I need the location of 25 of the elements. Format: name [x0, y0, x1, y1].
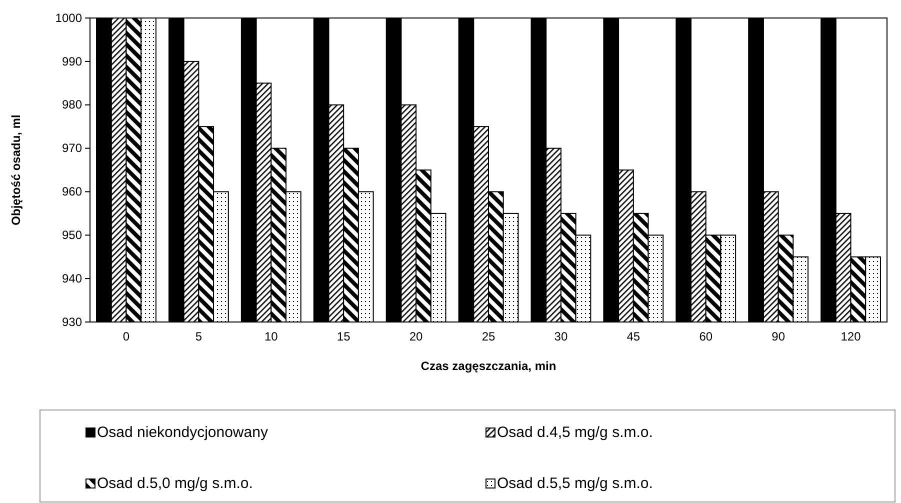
x-tick-label: 25	[482, 330, 496, 344]
y-tick-label: 950	[62, 228, 82, 242]
x-tick-label: 5	[195, 330, 202, 344]
x-tick-label: 10	[264, 330, 278, 344]
legend-label: Osad d.5,5 mg/g s.m.o.	[497, 475, 653, 492]
y-tick-label: 940	[62, 271, 82, 286]
y-tick-label: 1000	[55, 10, 82, 25]
y-tick-label: 980	[62, 98, 82, 112]
x-tick-label: 30	[554, 330, 568, 344]
y-tick-label: 960	[62, 184, 82, 199]
legend-label: Osad d.4,5 mg/g s.m.o.	[497, 424, 653, 441]
x-tick-label: 120	[840, 330, 862, 344]
y-axis-title: Objętość osadu, ml	[9, 114, 23, 226]
x-tick-label: 15	[336, 330, 351, 344]
x-tick-label: 45	[626, 330, 640, 344]
legend-label: Osad d.5,0 mg/g s.m.o.	[97, 475, 253, 492]
x-tick-label: 0	[122, 330, 130, 344]
x-tick-label: 20	[409, 330, 424, 344]
x-tick-label: 90	[772, 330, 786, 344]
x-axis-title: Czas zagęszczania, min	[420, 359, 556, 373]
legend-label: Osad niekondycjonowany	[97, 424, 268, 441]
y-tick-label: 990	[62, 54, 82, 68]
y-tick-label: 930	[62, 314, 82, 329]
x-tick-label: 60	[699, 330, 713, 344]
y-tick-label: 970	[62, 141, 82, 156]
